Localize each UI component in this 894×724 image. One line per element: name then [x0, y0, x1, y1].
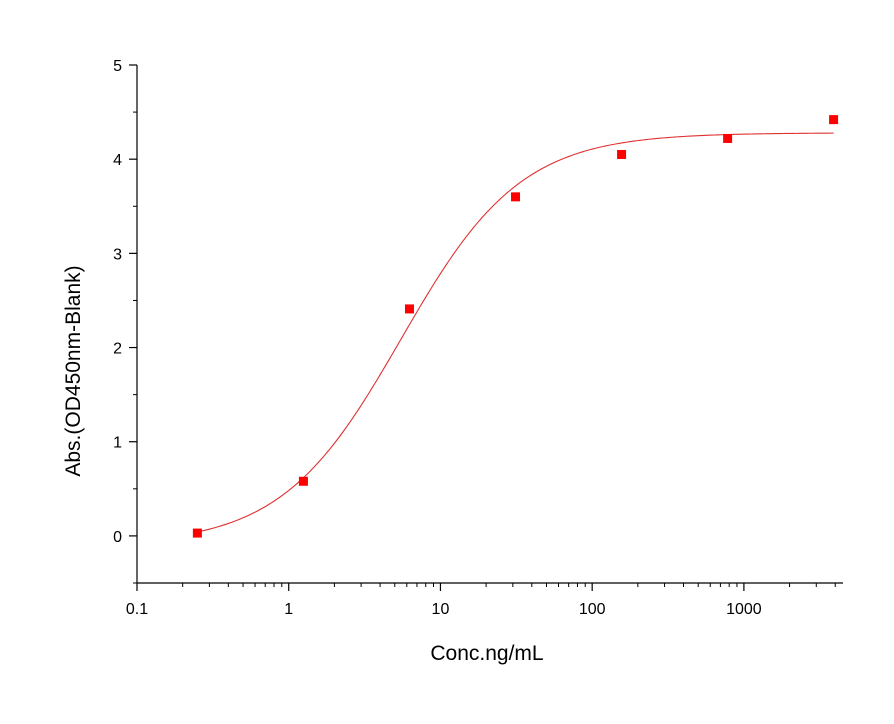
- y-tick-label: 0: [113, 529, 122, 546]
- data-points-layer: [192, 115, 839, 538]
- x-tick-label: 0.1: [126, 601, 148, 618]
- y-axis-title: Abs.(OD450nm-Blank): [62, 265, 85, 476]
- data-point: [829, 115, 839, 125]
- y-tick-label: 1: [113, 435, 122, 452]
- data-point: [404, 304, 414, 314]
- data-point: [298, 476, 308, 486]
- y-tick-label: 5: [113, 58, 122, 75]
- data-point: [511, 192, 521, 202]
- y-tick-label: 2: [113, 341, 122, 358]
- x-tick-label: 10: [432, 601, 450, 618]
- x-axis-title: Conc.ng/mL: [430, 642, 543, 665]
- axes: [136, 65, 843, 584]
- y-tick-label: 4: [113, 152, 122, 169]
- y-tick-label: 3: [113, 246, 122, 263]
- x-tick-label: 1000: [726, 601, 762, 618]
- x-tick-label: 100: [579, 601, 606, 618]
- x-ticks: 0.1 1 10 100 1000: [126, 583, 836, 618]
- data-point: [617, 149, 627, 159]
- y-ticks: 0 1 2 3 4 5: [113, 58, 137, 584]
- data-point: [723, 133, 733, 143]
- data-point: [192, 528, 202, 538]
- x-tick-label: 1: [284, 601, 293, 618]
